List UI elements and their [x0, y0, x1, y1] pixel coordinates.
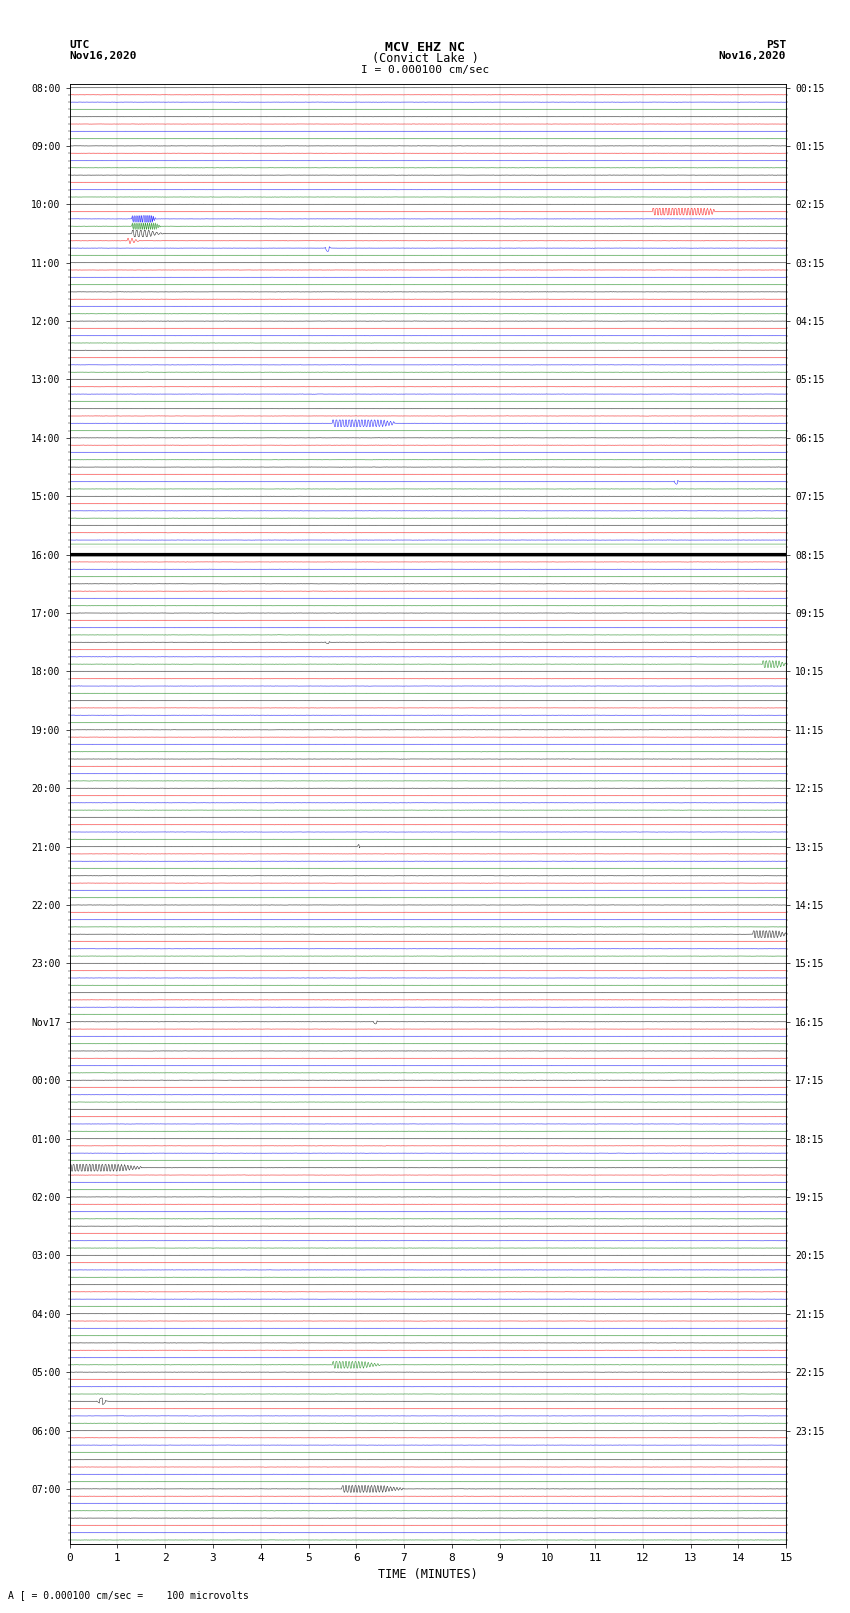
X-axis label: TIME (MINUTES): TIME (MINUTES): [378, 1568, 478, 1581]
Text: Nov16,2020: Nov16,2020: [70, 50, 137, 61]
Text: MCV EHZ NC: MCV EHZ NC: [385, 40, 465, 55]
Text: A [ = 0.000100 cm/sec =    100 microvolts: A [ = 0.000100 cm/sec = 100 microvolts: [8, 1590, 249, 1600]
Text: Nov16,2020: Nov16,2020: [719, 50, 786, 61]
Text: UTC: UTC: [70, 39, 90, 50]
Text: PST: PST: [766, 39, 786, 50]
Text: (Convict Lake ): (Convict Lake ): [371, 52, 479, 66]
Text: I = 0.000100 cm/sec: I = 0.000100 cm/sec: [361, 65, 489, 74]
